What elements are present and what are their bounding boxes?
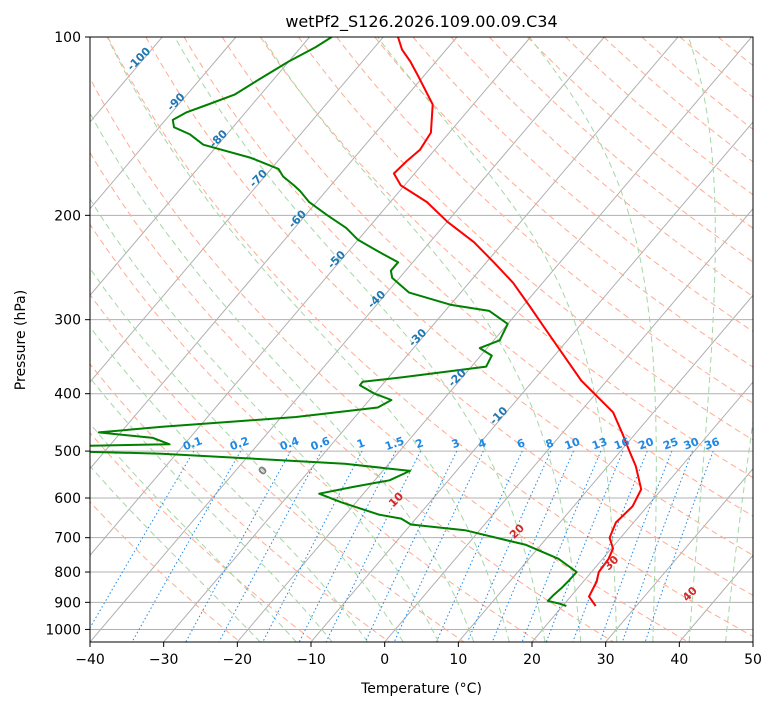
mixing-ratio-label: 1.5 xyxy=(383,434,406,453)
x-tick-label: 50 xyxy=(744,652,762,668)
isotherm-gridline xyxy=(531,381,753,642)
y-axis-label: Pressure (hPa) xyxy=(13,290,29,390)
mixing-ratio-line xyxy=(90,450,195,629)
mixing-ratio-label: 20 xyxy=(637,435,656,453)
x-tick-label: −30 xyxy=(149,652,179,668)
moist-adiabat xyxy=(106,37,510,642)
isotherm-gridline xyxy=(605,467,753,642)
mixing-ratio-label: 2 xyxy=(414,436,426,451)
y-tick-label: 400 xyxy=(54,387,81,403)
mixing-ratio-label: 30 xyxy=(682,435,701,453)
mixing-ratio-label: 4 xyxy=(476,436,488,451)
x-tick-label: −40 xyxy=(75,652,105,668)
x-tick-label: 0 xyxy=(380,652,389,668)
mixing-ratio-label: 8 xyxy=(544,436,556,451)
mixing-ratio-label: 36 xyxy=(703,435,722,453)
mixing-ratio-label: 16 xyxy=(612,435,631,453)
mixing-ratio-label: 3 xyxy=(450,436,462,451)
mixing-ratio-label: 1 xyxy=(355,436,367,451)
isotherm-gridline xyxy=(384,207,753,642)
y-tick-label: 200 xyxy=(54,208,81,224)
dry-adiabat xyxy=(145,37,753,597)
y-tick-label: 700 xyxy=(54,531,81,547)
mixing-ratio-line xyxy=(435,450,523,642)
dry-adiabat xyxy=(488,37,753,263)
x-tick-label: −20 xyxy=(223,652,253,668)
y-tick-label: 800 xyxy=(54,565,81,581)
plot-frame xyxy=(89,36,754,643)
moist-adiabat xyxy=(90,422,297,642)
y-tick-label: 100 xyxy=(54,30,81,46)
dewpoint-profile xyxy=(90,37,578,607)
x-axis-label: Temperature (°C) xyxy=(360,681,482,697)
moist-adiabat xyxy=(90,267,404,642)
chart-title: wetPf2_S126.2026.109.00.09.C34 xyxy=(285,12,557,32)
sounding-profiles xyxy=(90,37,643,607)
mixing-ratio-line xyxy=(131,450,242,642)
isotherm-gridline xyxy=(457,294,753,642)
axes: −40 −30 −20 −10 0 10 20 30 40 5010020030040050060… xyxy=(45,30,762,668)
moist-adiabat xyxy=(90,112,475,642)
mixing-ratio-label: 13 xyxy=(590,435,609,452)
mixing-ratio-label: 0.4 xyxy=(278,434,301,453)
x-tick-label: 10 xyxy=(449,652,467,668)
y-tick-label: 900 xyxy=(54,595,81,611)
isotherm-gridline xyxy=(90,37,310,297)
mixing-ratio-line xyxy=(262,450,363,642)
dry-adiabat xyxy=(565,37,753,196)
moist-adiabat xyxy=(725,418,753,642)
isotherm-gridline xyxy=(90,37,458,470)
mixing-ratio-line xyxy=(364,450,458,642)
dry-adiabat xyxy=(450,37,753,298)
x-tick-label: −10 xyxy=(296,652,326,668)
dry-adiabat xyxy=(107,37,753,638)
x-tick-label: 30 xyxy=(597,652,615,668)
isotherm-gridline xyxy=(163,37,679,642)
mixing-ratio-label: 0.6 xyxy=(309,434,332,453)
y-tick-label: 600 xyxy=(54,491,81,507)
y-tick-label: 500 xyxy=(54,444,81,460)
x-tick-label: 40 xyxy=(670,652,688,668)
moist-adiabat xyxy=(90,377,333,642)
moist-adiabat xyxy=(90,326,369,642)
dry-adiabat xyxy=(221,37,753,517)
isotherm-gridline xyxy=(90,37,384,383)
x-tick-label: 20 xyxy=(523,652,541,668)
isotherm-gridline xyxy=(236,37,752,642)
dry-adiabat xyxy=(90,151,614,642)
mixing-ratio-line xyxy=(644,450,714,642)
mixing-ratio-label: 10 xyxy=(563,435,582,453)
isotherm-gridline xyxy=(90,37,531,557)
mixing-ratio-line xyxy=(185,450,292,642)
mixing-ratio-line xyxy=(218,450,322,642)
mixing-ratio-label: 0.2 xyxy=(228,434,251,453)
moist-adiabat xyxy=(377,37,618,642)
dry-adiabat xyxy=(183,37,753,556)
isotherm-gridline xyxy=(90,37,237,210)
mixing-ratio-label: 25 xyxy=(661,435,680,452)
mixing-ratio-label: 6 xyxy=(515,436,527,451)
moist-adiabat xyxy=(528,37,657,642)
temperature-profile xyxy=(392,37,643,607)
dry-adiabat xyxy=(603,37,753,163)
mixing-ratio-line xyxy=(521,450,602,642)
moist-adiabat xyxy=(261,37,582,642)
y-tick-label: 300 xyxy=(54,313,81,329)
isotherm-gridline xyxy=(90,37,605,642)
moist-adiabat xyxy=(688,37,716,642)
background-lines xyxy=(90,37,753,642)
dry-adiabat xyxy=(90,223,540,642)
mixing-ratio-label: 0.1 xyxy=(181,434,204,453)
mixing-ratio-line xyxy=(467,450,552,642)
dry-adiabat xyxy=(298,37,753,441)
dry-adiabat xyxy=(90,432,316,642)
dry-adiabat xyxy=(90,77,689,642)
y-tick-label: 1000 xyxy=(45,622,81,638)
moist-adiabat xyxy=(174,37,546,642)
isotherm-gridline xyxy=(310,121,753,642)
moist-adiabat xyxy=(90,198,439,642)
dry-adiabat xyxy=(336,37,753,404)
